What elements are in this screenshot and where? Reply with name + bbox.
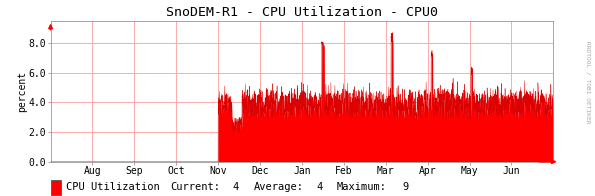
Y-axis label: percent: percent	[17, 71, 27, 112]
Title: SnoDEM-R1 - CPU Utilization - CPU0: SnoDEM-R1 - CPU Utilization - CPU0	[166, 6, 438, 19]
Text: CPU Utilization: CPU Utilization	[66, 182, 160, 192]
Text: 9: 9	[402, 182, 409, 192]
Text: 4: 4	[233, 182, 239, 192]
Text: 4: 4	[316, 182, 322, 192]
Text: Average:: Average:	[253, 182, 303, 192]
Text: Maximum:: Maximum:	[337, 182, 387, 192]
Text: RRDTOOL / TOBI OETIKER: RRDTOOL / TOBI OETIKER	[586, 41, 591, 123]
Text: Current:: Current:	[170, 182, 220, 192]
